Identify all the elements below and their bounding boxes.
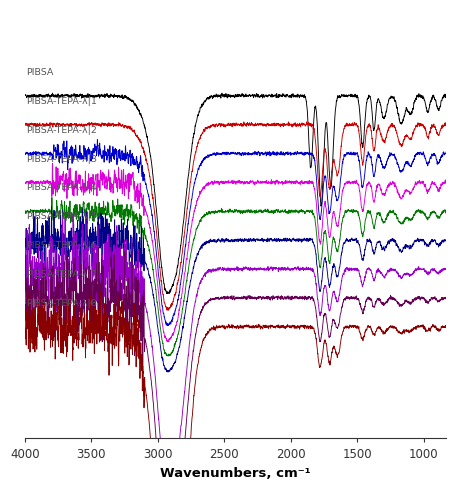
Text: PIBSA-TEPA-λ|2: PIBSA-TEPA-λ|2 [26,126,97,135]
Text: PIBSA-TEPA-λ|4: PIBSA-TEPA-λ|4 [26,183,97,192]
Text: PIBSA-TEPA-λ|1: PIBSA-TEPA-λ|1 [26,97,97,106]
Text: PIBSA-TEPA-λ|7: PIBSA-TEPA-λ|7 [26,270,97,279]
Text: PIBSA-TEPA-λ|5: PIBSA-TEPA-λ|5 [26,212,97,221]
Text: PIBSA-TEPA-λ|3: PIBSA-TEPA-λ|3 [26,155,97,164]
Text: PIBSA: PIBSA [26,68,54,77]
Text: PIBSA-TEPA-λ|8: PIBSA-TEPA-λ|8 [26,299,97,308]
X-axis label: Wavenumbers, cm⁻¹: Wavenumbers, cm⁻¹ [160,468,310,481]
Text: PIBSA-TEPA-λ|6: PIBSA-TEPA-λ|6 [26,241,97,250]
